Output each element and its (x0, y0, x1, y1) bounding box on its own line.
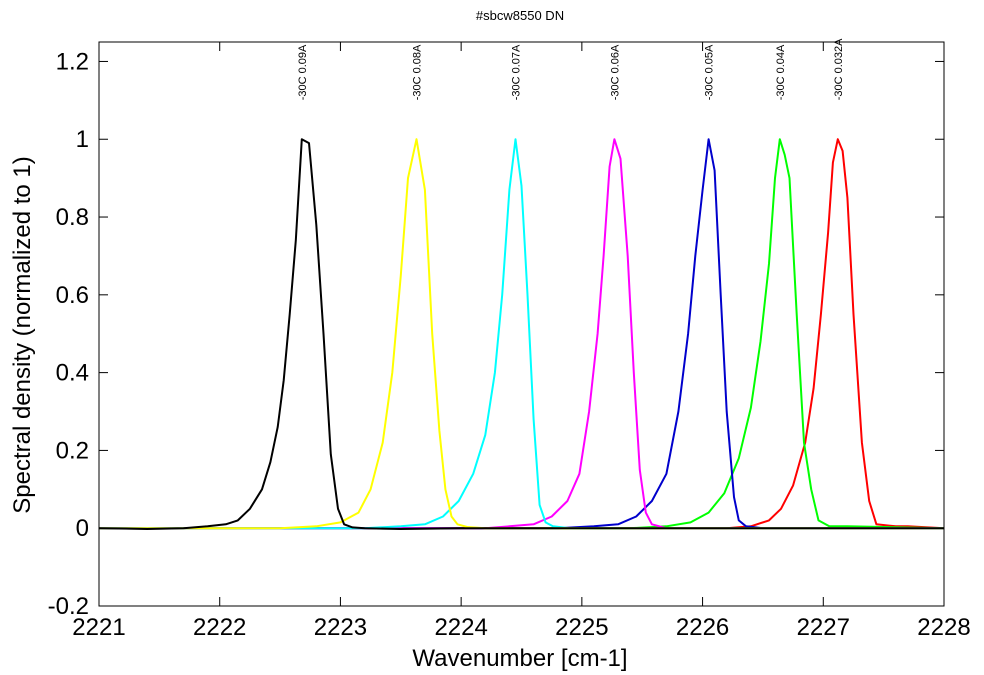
y-axis-label: Spectral density (normalized to 1) (9, 156, 36, 514)
series-label-5: -30C 0.08A (412, 44, 424, 100)
axis-ticks: 2221 2222 2223 2224 2225 2226 2227 2228 -0.2 0 0.2… (48, 42, 971, 641)
series-label-3: -30C 0.06A (609, 44, 621, 100)
series-label-2: -30C 0.05A (704, 44, 716, 100)
x-tick-label: 2221 (72, 614, 125, 641)
x-tick-label: 2225 (555, 614, 608, 641)
chart-title: #sbcw8550 DN (476, 8, 564, 23)
series-label-6: -30C 0.09A (297, 44, 309, 100)
y-tick-label: 0 (76, 515, 89, 542)
peak-labels: -30C 0.032A -30C 0.04A -30C 0.05A -30C 0.06… (297, 38, 845, 100)
series-layer (99, 138, 944, 530)
x-tick-label: 2226 (676, 614, 729, 641)
y-tick-label: 0.2 (56, 437, 89, 464)
series-label-0: -30C 0.032A (833, 38, 845, 100)
series-line-0 (99, 138, 944, 530)
series-line-6 (99, 138, 944, 530)
x-tick-label: 2223 (314, 614, 367, 641)
series-line-2 (99, 138, 944, 530)
y-tick-label: 0.4 (56, 360, 89, 387)
x-tick-label: 2224 (434, 614, 487, 641)
x-tick-label: 2228 (917, 614, 970, 641)
series-label-1: -30C 0.04A (775, 44, 787, 100)
series-line-1 (99, 138, 944, 530)
y-tick-label: -0.2 (48, 593, 89, 620)
plot-area-frame (98, 41, 945, 607)
y-tick-label: 0.8 (56, 204, 89, 231)
x-tick-label: 2222 (193, 614, 246, 641)
y-tick-label: 0.6 (56, 282, 89, 309)
y-tick-label: 1.2 (56, 48, 89, 75)
x-tick-label: 2227 (797, 614, 850, 641)
y-tick-label: 1 (76, 126, 89, 153)
series-line-3 (99, 138, 944, 530)
series-line-4 (99, 138, 944, 530)
x-axis-label: Wavenumber [cm-1] (412, 645, 627, 672)
series-label-4: -30C 0.07A (511, 44, 523, 100)
